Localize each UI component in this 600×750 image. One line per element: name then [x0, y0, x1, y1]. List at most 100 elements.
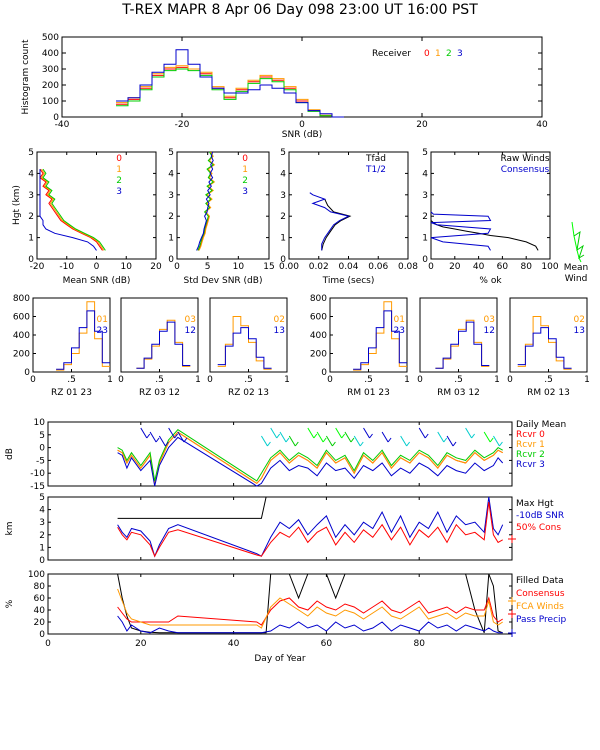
x-tick-label: 20 — [449, 262, 461, 272]
wind-barb — [483, 431, 491, 443]
wind-barb — [359, 441, 364, 447]
y-axis-label: % — [5, 599, 15, 608]
y-tick-label: 300 — [42, 65, 59, 75]
max-hgt-series-50% Cons — [117, 501, 503, 558]
rz-02-13-series-02 — [217, 316, 272, 370]
ratio-label: RZ 03 12 — [139, 388, 180, 398]
y-tick-label: 600 — [310, 313, 327, 323]
wind-barb — [288, 435, 296, 447]
wind-barb — [499, 441, 503, 447]
x-axis-label: Mean SNR (dB) — [63, 276, 131, 286]
x-tick-label: 0 — [94, 262, 100, 272]
wind-barb — [363, 427, 370, 439]
x-tick-label: -20 — [175, 120, 190, 130]
histogram-series-3 — [116, 49, 344, 118]
y-tick-label: 0 — [28, 255, 34, 265]
wind-barb — [406, 441, 411, 447]
y-tick-label: 400 — [310, 331, 327, 341]
legend-entry: 23 — [97, 326, 108, 336]
y-tick-label: 3 — [280, 191, 286, 201]
x-tick-label: .5 — [155, 375, 164, 385]
y-tick-label: 5 — [28, 148, 34, 158]
y-tick-label: 4 — [39, 506, 45, 516]
x-tick-label: 60 — [497, 262, 509, 272]
wind-barb — [325, 435, 333, 447]
wind-barb — [177, 431, 185, 443]
x-tick-label: 80 — [413, 639, 425, 649]
wind-barb — [261, 435, 268, 447]
wind-barb — [369, 433, 373, 439]
y-tick-label: 0 — [422, 255, 428, 265]
time-series-Tfad — [321, 198, 352, 251]
filled-data-series-Consensus — [117, 596, 503, 626]
wind-barb — [155, 437, 160, 443]
ratio-label: RM 02 13 — [527, 388, 570, 398]
legend-entry: 3 — [457, 49, 463, 59]
rz-01-23-series-01 — [56, 301, 110, 371]
wind-barb — [387, 437, 392, 443]
x-tick-label: 1 — [284, 375, 290, 385]
legend-entry: 1 — [435, 49, 441, 59]
legend-entry: 2 — [242, 176, 248, 186]
x-tick-label: 10 — [233, 262, 245, 272]
y-tick-label: 400 — [42, 49, 59, 59]
x-axis-label: SNR (dB) — [282, 130, 322, 140]
std-snr-series-1 — [198, 151, 216, 251]
time-series-T1/2 — [309, 192, 350, 251]
y-tick-label: 2 — [280, 212, 286, 222]
wind-barb — [279, 431, 287, 443]
y-tick-label: 0 — [53, 113, 59, 123]
x-tick-label: 0 — [30, 375, 36, 385]
legend-entry: 03 — [185, 315, 196, 325]
y-tick-label: 5 — [39, 493, 45, 503]
rm-01-23-series-23 — [353, 310, 407, 370]
rm-02-13-series-13 — [517, 327, 572, 369]
legend-entry: 1 — [116, 165, 122, 175]
y-tick-label: 10 — [34, 418, 46, 428]
pct-ok-series-Consensus — [430, 211, 492, 251]
x-tick-label: 15 — [263, 262, 274, 272]
legend-entry: Tfad — [365, 154, 386, 164]
x-tick-label: 0 — [327, 375, 333, 385]
wind-barb — [276, 433, 281, 439]
legend-entry: 02 — [274, 315, 285, 325]
legend-entry: Filled Data — [516, 576, 564, 586]
histogram-frame — [61, 36, 543, 118]
wind-barb — [465, 427, 473, 439]
rm-03-12-series-03 — [435, 319, 490, 369]
wind-barb — [313, 433, 318, 439]
x-tick-label: -40 — [55, 120, 70, 130]
wind-barb — [341, 433, 346, 439]
page-title: T-REX MAPR 8 Apr 06 Day 098 23:00 UT 16:… — [121, 2, 478, 18]
x-tick-label: 0 — [417, 375, 423, 385]
y-tick-label: 800 — [310, 294, 327, 304]
mean-snr-series-1 — [40, 168, 105, 251]
y-tick-label: 2 — [39, 531, 45, 541]
time-scale-frame — [288, 151, 409, 260]
x-tick-label: 0 — [428, 262, 434, 272]
ratio-label: RM 01 23 — [347, 388, 390, 398]
wind-barb — [437, 431, 445, 443]
wind-barb — [158, 435, 166, 447]
filled-data-series-Pass Precip — [117, 615, 503, 634]
wind-barb — [174, 433, 179, 439]
ratio-label: RZ 01 23 — [51, 388, 92, 398]
legend-entry: 50% Cons — [516, 523, 561, 533]
x-axis-label: % ok — [479, 276, 502, 286]
wind-barb — [381, 431, 389, 443]
rz-03-12-series-03 — [136, 319, 191, 369]
wind-barb — [424, 433, 429, 439]
legend-entry: Consensus — [516, 589, 565, 599]
legend-entry: 03 — [484, 315, 495, 325]
x-tick-label: 0.08 — [398, 262, 418, 272]
legend-entry: Rcvr 2 — [516, 450, 545, 460]
mean-wind-barb — [573, 230, 585, 260]
wind-barb — [168, 427, 176, 439]
max-hgt-series--10dB SNR — [117, 496, 504, 558]
y-tick-label: 80 — [34, 582, 46, 592]
mean-wind-label: Wind — [565, 274, 588, 284]
legend-entry: 23 — [394, 326, 405, 336]
y-tick-label: 0 — [321, 368, 327, 378]
y-tick-label: 0 — [39, 556, 45, 566]
